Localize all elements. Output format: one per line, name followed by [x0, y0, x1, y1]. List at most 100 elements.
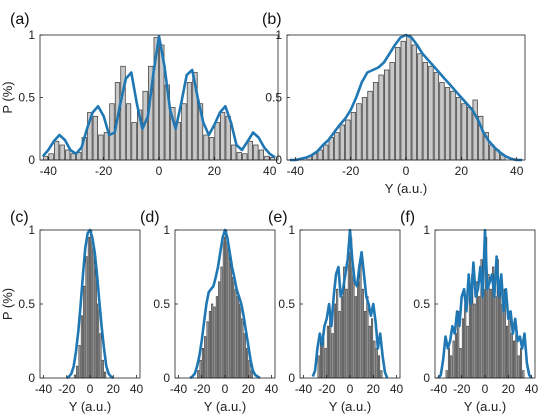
x-tick-label: 20 — [208, 164, 222, 178]
bar — [90, 229, 93, 379]
x-tick-label: 0 — [156, 164, 163, 178]
bar — [510, 333, 513, 379]
bar — [400, 40, 406, 161]
bar — [345, 119, 351, 161]
bar — [213, 306, 216, 379]
bar — [367, 90, 373, 161]
bar — [131, 122, 137, 161]
x-tick-label: -20 — [193, 382, 211, 396]
x-tick-label: 0 — [482, 382, 489, 396]
bar — [478, 296, 481, 379]
bar — [417, 53, 423, 161]
bar — [70, 153, 76, 161]
x-tick-label: 40 — [390, 382, 404, 396]
bar — [227, 244, 230, 379]
bar — [220, 112, 226, 161]
fit-curve — [41, 35, 276, 159]
bar — [317, 355, 320, 379]
bar — [473, 303, 476, 379]
bar — [92, 115, 98, 161]
bar — [452, 340, 455, 379]
y-tick-label: 1 — [288, 223, 295, 237]
bar — [336, 288, 339, 379]
bar — [517, 355, 520, 379]
bar — [53, 140, 60, 161]
bar — [73, 374, 76, 379]
y-tick-label: 0.5 — [18, 91, 35, 105]
bar — [103, 132, 110, 161]
bar — [208, 137, 215, 161]
x-tick-label: -20 — [58, 382, 76, 396]
y-tick-label: 0.5 — [278, 297, 295, 311]
panel-f: -40 -20 0 20 40 0 0.5 1 (f) Y (a.u.) — [400, 209, 539, 414]
bar — [389, 62, 395, 161]
bar — [508, 311, 511, 379]
x-tick-label: 20 — [367, 382, 381, 396]
bar — [214, 122, 220, 161]
fit-curve — [66, 228, 114, 380]
x-axis-label: Y (a.u.) — [204, 399, 246, 414]
bar — [258, 149, 265, 161]
y-tick-label: 0 — [288, 371, 295, 385]
bar — [204, 336, 207, 379]
y-tick-label: 0.5 — [18, 297, 35, 311]
bar — [234, 288, 237, 379]
bar — [218, 281, 221, 379]
bar — [450, 355, 453, 379]
fit-curve — [189, 228, 261, 380]
bar — [206, 321, 209, 379]
bar — [522, 370, 525, 379]
bar — [222, 237, 225, 379]
bar — [445, 370, 448, 379]
bar — [395, 47, 401, 161]
bar — [411, 44, 417, 161]
bar — [324, 348, 327, 379]
x-tick-label: -20 — [342, 164, 360, 178]
panel-label: (e) — [268, 209, 288, 226]
bar — [464, 303, 467, 379]
bar — [220, 266, 223, 379]
bar — [366, 296, 369, 379]
bar — [236, 296, 239, 379]
bar — [461, 318, 464, 379]
x-tick-label: 40 — [265, 382, 279, 396]
x-axis-label: Y (a.u.) — [329, 399, 371, 414]
bar — [232, 277, 235, 379]
x-tick-label: -20 — [453, 382, 471, 396]
x-tick-label: -40 — [287, 164, 305, 178]
bar — [242, 153, 248, 161]
bar — [92, 247, 95, 379]
x-tick-label: 40 — [263, 164, 277, 178]
bar — [203, 134, 209, 161]
axes-box — [299, 229, 401, 379]
bar — [422, 62, 428, 161]
y-tick-label: 0 — [163, 371, 170, 385]
x-axis-label: Y (a.u.) — [69, 399, 111, 414]
x-tick-label: 40 — [510, 164, 524, 178]
bar — [361, 288, 364, 379]
bar — [101, 359, 104, 379]
bar — [225, 229, 228, 379]
bar — [459, 348, 462, 379]
bar — [211, 303, 214, 379]
bar — [371, 318, 374, 379]
x-tick-label: -20 — [318, 382, 336, 396]
bar — [454, 333, 457, 379]
bar — [378, 355, 381, 379]
panel-label: (b) — [262, 11, 282, 28]
bar — [494, 296, 497, 379]
bar — [359, 259, 362, 379]
y-tick-label: 1 — [275, 28, 282, 42]
x-tick-label: 20 — [455, 164, 469, 178]
y-tick-label: 0.5 — [413, 297, 430, 311]
bar — [85, 256, 88, 379]
axes-box — [174, 229, 276, 379]
bar — [350, 112, 357, 161]
bar — [340, 296, 343, 379]
bar — [208, 311, 211, 379]
x-axis-label: Y (a.u.) — [385, 181, 427, 196]
bar — [65, 149, 71, 161]
y-tick-label: 1 — [28, 223, 35, 237]
bar — [239, 303, 242, 379]
